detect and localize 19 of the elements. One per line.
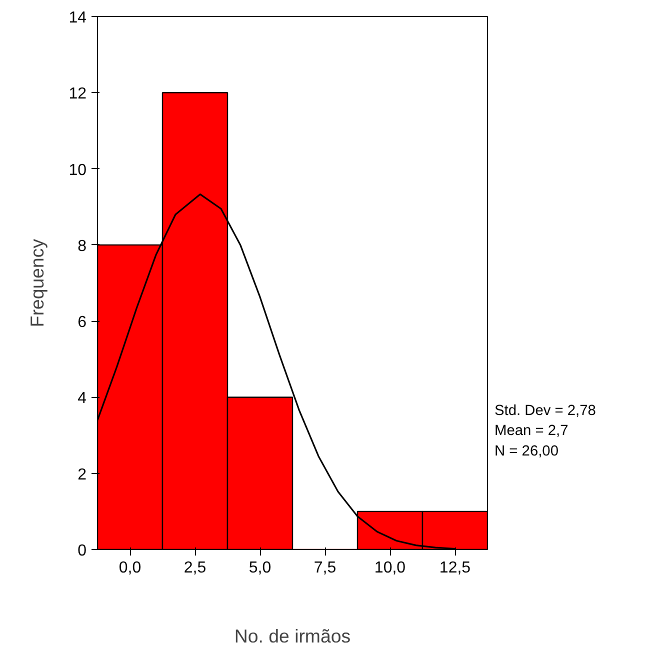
y-tick-label: 6 — [78, 314, 87, 332]
y-tick-label: 10 — [68, 162, 87, 179]
y-tick-label: 14 — [68, 10, 87, 26]
x-axis-title: No. de irmãos — [234, 626, 351, 646]
y-tick-label: 2 — [78, 466, 87, 484]
x-tick-label: 12,5 — [439, 560, 471, 576]
x-tick-label: 10,0 — [374, 560, 406, 576]
y-tick-label: 8 — [78, 238, 87, 255]
y-tick-label: 4 — [78, 390, 87, 408]
x-tick-label: 2,5 — [184, 560, 206, 576]
x-tick-label: 7,5 — [314, 560, 336, 576]
x-tick-label: 0,0 — [118, 560, 142, 576]
text: Std. Dev = 2,78 — [494, 402, 596, 419]
y-tick-label: 0 — [78, 542, 87, 560]
text: Mean = 2,7 — [494, 423, 568, 440]
y-tick-label: 12 — [68, 86, 87, 103]
y-axis-title: Frequency — [26, 238, 48, 328]
x-tick-label: 5,0 — [248, 560, 272, 576]
text: N = 26,00 — [494, 443, 558, 460]
